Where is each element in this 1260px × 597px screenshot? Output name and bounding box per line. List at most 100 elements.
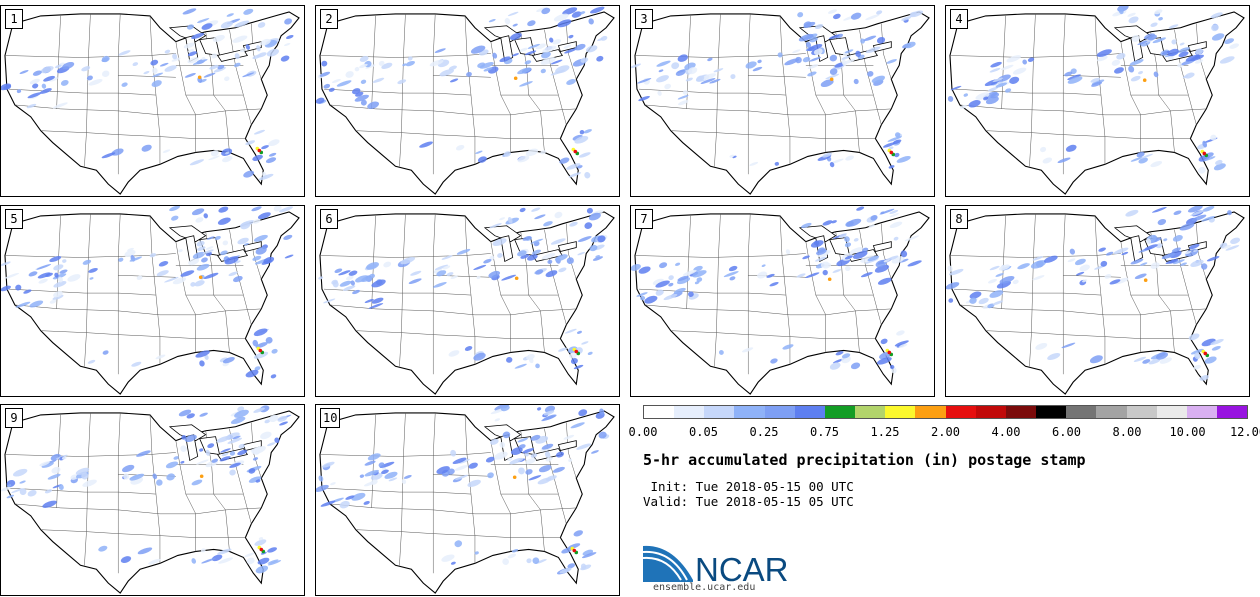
precip-cell [221, 452, 229, 457]
precip-cell [1163, 50, 1168, 56]
precip-cell [541, 51, 551, 59]
postage-stamp-map: 8 [945, 205, 1250, 397]
precip-cell [473, 352, 486, 361]
precip-cell [1179, 223, 1195, 231]
precip-cell [511, 447, 523, 455]
figure-title: 5-hr accumulated precipitation (in) post… [643, 451, 1086, 469]
precip-cell [39, 88, 52, 94]
precip-cell [550, 238, 566, 245]
precip-cell [1182, 75, 1189, 78]
precip-cell [118, 50, 131, 56]
precip-cell [636, 292, 648, 297]
precip-cell [1, 261, 11, 266]
state-boundary [117, 412, 121, 574]
precip-cell [1067, 76, 1083, 84]
precip-cell [43, 75, 56, 82]
precip-cell [254, 539, 267, 546]
precip-cell [255, 479, 261, 483]
precip-cell [217, 548, 232, 555]
precip-cell [656, 75, 669, 83]
precip-cell [141, 144, 152, 152]
precip-cell [889, 210, 899, 215]
state-boundary [544, 229, 567, 325]
precip-cell [436, 466, 450, 475]
precip-cell [545, 270, 558, 278]
legend-tick-label: 6.00 [1052, 425, 1081, 439]
precip-cell [1210, 134, 1217, 141]
precip-cell [1156, 243, 1163, 249]
state-boundary [670, 130, 876, 139]
precip-cell [570, 358, 578, 365]
precip-cell [1203, 156, 1216, 162]
precip-cell [178, 249, 183, 253]
precip-cell [230, 416, 246, 425]
precip-cell [807, 64, 819, 69]
precip-cell [201, 23, 213, 30]
precip-cell [550, 59, 563, 65]
precip-cell [494, 418, 501, 422]
precip-cell [220, 21, 233, 29]
state-boundary [859, 29, 882, 125]
precip-cell [405, 60, 416, 67]
precip-cell [559, 567, 572, 574]
precip-cell [992, 300, 1004, 306]
precip-cell [700, 78, 716, 84]
precip-cell [987, 278, 998, 284]
precip-cell [948, 298, 954, 303]
color-scale-legend [643, 405, 1248, 419]
precip-cell [1022, 59, 1028, 65]
precip-cell [23, 289, 32, 294]
state-boundary [117, 213, 121, 375]
precip-cell [501, 274, 517, 281]
state-boundary [319, 53, 491, 58]
precip-cell [989, 265, 1000, 271]
precip-cell [16, 89, 22, 94]
precip-cell [868, 224, 876, 228]
precip-cell [585, 45, 598, 53]
precip-cell [339, 500, 350, 509]
precip-cell [752, 66, 763, 72]
precip-cell [1009, 76, 1020, 84]
precip-cell [171, 215, 179, 221]
precip-cell [52, 294, 64, 300]
precip-cell [1193, 364, 1201, 370]
precip-cell [1152, 206, 1167, 213]
legend-tick-label: 1.25 [870, 425, 900, 439]
precip-cell [1047, 353, 1061, 361]
precip-cell [449, 78, 459, 83]
legend-tick-label: 0.75 [810, 425, 839, 439]
state-boundary [1062, 213, 1066, 375]
state-boundary [4, 253, 176, 258]
precip-cell [254, 366, 261, 371]
precip-cell [598, 431, 607, 439]
precip-cell [464, 346, 473, 351]
precip-cell [11, 488, 23, 493]
precip-cell [563, 44, 572, 49]
precip-cell [1171, 39, 1177, 45]
precip-cell [450, 561, 456, 565]
precip-cell [544, 451, 551, 458]
precip-cell [165, 461, 179, 469]
precip-cell [268, 414, 279, 423]
precip-cell [151, 80, 162, 87]
precip-cell [576, 330, 582, 334]
state-boundary [464, 414, 476, 564]
precip-map [1, 8, 300, 195]
precip-cell [476, 275, 481, 279]
precip-cell [805, 272, 820, 278]
precip-cell [867, 71, 874, 77]
precip-cell [502, 431, 511, 439]
precip-cell [36, 263, 52, 270]
precip-cell [49, 77, 59, 82]
logo-url: ensemble.ucar.edu [653, 582, 756, 593]
state-boundary [4, 53, 176, 58]
precip-cell [541, 7, 551, 15]
precip-cell [54, 272, 59, 278]
precip-cell [719, 349, 724, 355]
precip-cell [559, 157, 570, 164]
precip-cell [1035, 342, 1048, 350]
precip-cell [1079, 264, 1090, 272]
precip-cell [1042, 157, 1053, 164]
precip-cell [813, 48, 823, 56]
precip-cell [381, 469, 389, 475]
